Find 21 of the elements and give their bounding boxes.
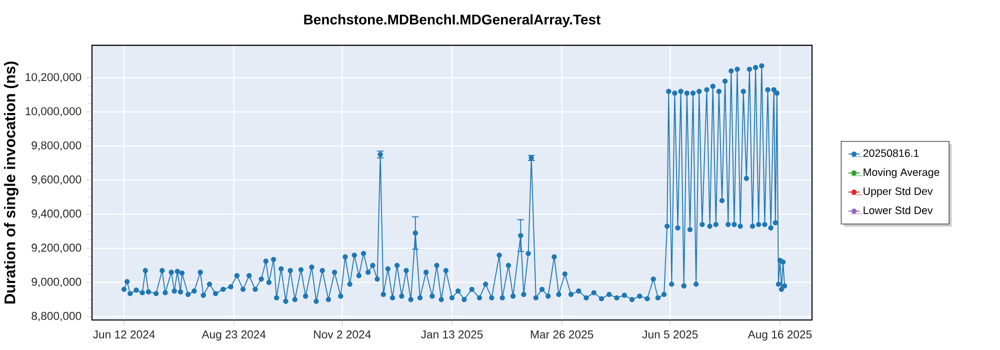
x-tick-label: Jun 5 2025: [642, 330, 698, 338]
x-tick-label: Mar 26 2025: [530, 330, 594, 338]
x-tick-label: Jan 13 2025: [420, 330, 483, 338]
legend-label: Moving Average: [864, 168, 940, 178]
legend-label: Upper Std Dev: [864, 187, 933, 198]
y-tick-label: 10,000,000: [26, 107, 82, 117]
chart-title: Benchstone.MDBenchI.MDGeneralArray.Test: [304, 14, 601, 28]
y-axis-title: Duration of single invocation (ns): [4, 62, 18, 304]
x-tick-label: Jun 12 2024: [93, 330, 155, 338]
y-tick-label: 9,400,000: [32, 210, 82, 219]
y-tick-label: 9,200,000: [32, 244, 82, 254]
y-tick-label: 9,600,000: [32, 175, 82, 185]
y-tick-label: 10,200,000: [26, 73, 82, 82]
y-tick-label: 9,000,000: [32, 278, 82, 288]
legend-label: 20250816.1: [863, 149, 919, 157]
y-tick-label: 8,800,000: [32, 312, 82, 322]
x-tick-label: Nov 2 2024: [314, 330, 371, 338]
x-tick-label: Aug 16 2025: [748, 330, 812, 341]
x-tick-label: Aug 23 2024: [202, 330, 266, 341]
legend-label: Lower Std Dev: [864, 206, 933, 214]
y-tick-label: 9,800,000: [32, 141, 82, 151]
